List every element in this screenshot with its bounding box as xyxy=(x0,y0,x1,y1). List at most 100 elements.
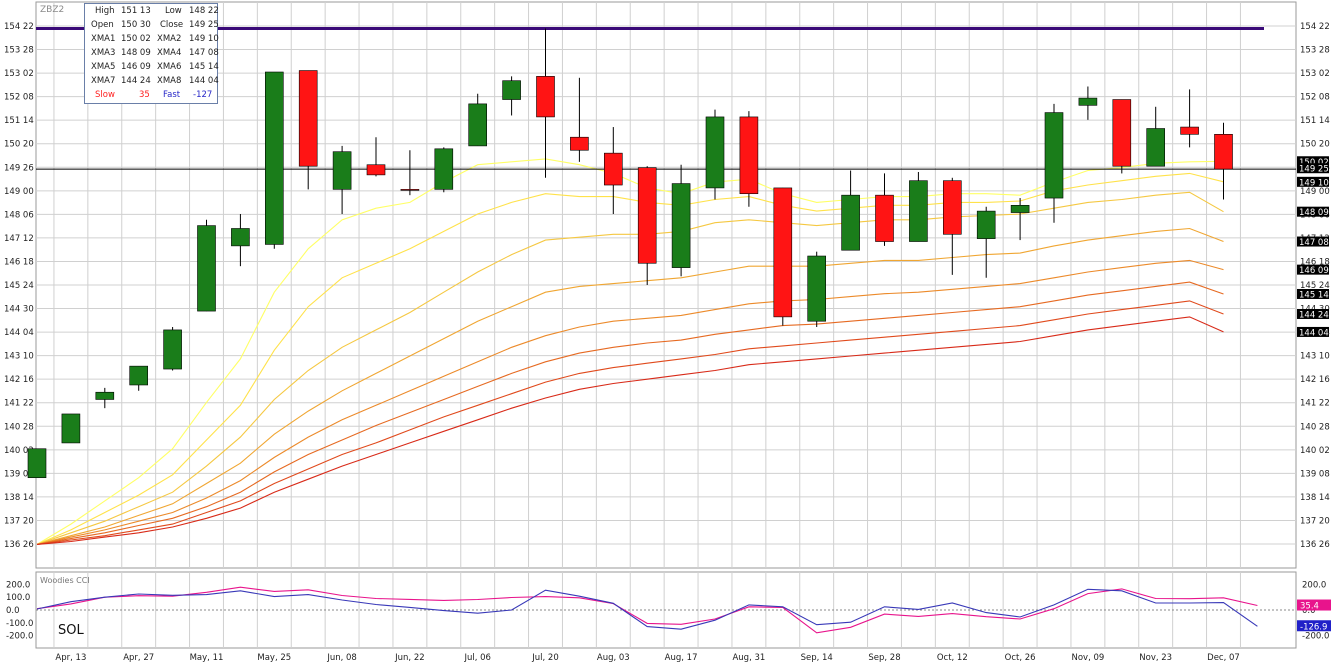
candle-up xyxy=(1146,128,1165,167)
cci-fast-badge xyxy=(1297,620,1331,632)
info-label: XMA3 xyxy=(91,48,116,58)
right-value-badge xyxy=(1297,163,1329,174)
candle-up xyxy=(976,210,996,239)
candle-down xyxy=(570,136,589,151)
right-value-badge xyxy=(1297,176,1329,187)
x-tick-label: Dec, 07 xyxy=(1207,653,1240,662)
candle-up xyxy=(1010,205,1030,213)
y-tick-label-right: 153 28 xyxy=(1300,46,1330,56)
info-value: 144 24 xyxy=(121,76,151,86)
candle-up xyxy=(1044,112,1064,199)
candle-up xyxy=(264,71,284,245)
x-tick-label: Sep, 14 xyxy=(801,653,833,662)
y-tick-label-right: 143 10 xyxy=(1300,352,1330,362)
info-label: High xyxy=(95,6,115,16)
xma-line-7 xyxy=(36,300,1224,545)
xma-line-6 xyxy=(36,281,1224,545)
y-tick-label-left: 140 28 xyxy=(4,422,34,432)
y-tick-label-right: 151 14 xyxy=(1300,116,1330,126)
x-tick-label: Apr, 27 xyxy=(123,653,154,662)
y-tick-label-right: 140 02 xyxy=(1300,446,1330,456)
candle-up xyxy=(95,391,115,400)
cci-slow-value: 35.4 xyxy=(1300,602,1319,612)
right-value-label: 146 09 xyxy=(1299,266,1329,276)
y-tick-label-left: 149 00 xyxy=(4,187,34,197)
candle-down xyxy=(942,180,962,235)
candle-up xyxy=(468,103,488,147)
right-value-label: 147 08 xyxy=(1299,238,1329,248)
y-tick-label-right: 137 20 xyxy=(1300,516,1330,526)
candle-up xyxy=(705,116,725,189)
y-tick-label-left: 139 08 xyxy=(4,469,34,479)
candle-down xyxy=(1214,134,1233,170)
y-tick-label-left: 151 14 xyxy=(4,116,34,126)
y-tick-label-left: 137 20 xyxy=(4,516,34,526)
candle-down xyxy=(773,187,793,318)
y-tick-label-left: 145 24 xyxy=(4,281,34,291)
candle-up xyxy=(502,80,521,100)
x-tick-label: May, 25 xyxy=(257,653,291,662)
x-tick-label: Jun, 22 xyxy=(394,653,425,662)
info-value: 150 02 xyxy=(121,34,151,44)
right-value-badge xyxy=(1297,236,1329,247)
info-value: 147 08 xyxy=(189,48,219,58)
info-label: XMA2 xyxy=(157,34,182,44)
y-tick-label-left: 144 04 xyxy=(4,328,34,338)
candle-up xyxy=(332,151,352,190)
y-tick-label-right: 139 08 xyxy=(1300,469,1330,479)
info-label-fast: Fast xyxy=(163,90,181,100)
x-tick-label: Sep, 28 xyxy=(868,653,900,662)
candle-down xyxy=(1112,99,1132,167)
right-value-label: 149 10 xyxy=(1299,178,1329,188)
candle-up xyxy=(671,183,691,268)
y-tick-label-left: 147 12 xyxy=(4,234,34,244)
info-label: XMA4 xyxy=(157,48,182,58)
cci-tick-label-right: -200.0 xyxy=(1302,632,1329,642)
x-tick-label: Nov, 23 xyxy=(1139,653,1172,662)
y-tick-label-right: 150 20 xyxy=(1300,140,1330,150)
cci-slow-badge xyxy=(1297,599,1331,611)
info-value: 145 14 xyxy=(189,62,219,72)
cci-panel-title: Woodies CCI xyxy=(40,576,90,585)
y-tick-label-left: 138 14 xyxy=(4,493,34,503)
candle-up xyxy=(1078,97,1098,106)
y-tick-label-right: 142 16 xyxy=(1300,375,1330,385)
sol-label: SOL xyxy=(58,623,84,638)
candle-down xyxy=(298,70,318,167)
grid xyxy=(36,2,1296,648)
xma-line-1 xyxy=(36,158,1224,545)
y-tick-label-right: 138 14 xyxy=(1300,493,1330,503)
x-tick-label: Nov, 09 xyxy=(1071,653,1104,662)
info-value: 150 30 xyxy=(121,20,151,30)
info-label: XMA8 xyxy=(157,76,182,86)
info-value: 151 13 xyxy=(121,6,151,16)
right-value-badge xyxy=(1297,206,1329,217)
info-label-slow: Slow xyxy=(95,90,115,100)
candle-up xyxy=(61,413,81,444)
candle-up xyxy=(807,255,827,322)
info-label: XMA7 xyxy=(91,76,116,86)
candle-up xyxy=(841,194,860,251)
y-tick-label-left: 148 06 xyxy=(4,210,34,220)
cci-fast-line xyxy=(36,588,1258,630)
info-row-xma56: XMA5 146 09 XMA6 145 14 xyxy=(85,62,219,76)
x-tick-label: Jul, 06 xyxy=(463,653,490,662)
candles xyxy=(27,28,1233,479)
y-tick-label-left: 143 10 xyxy=(4,352,34,362)
x-tick-label: Oct, 12 xyxy=(937,653,968,662)
xma-line-4 xyxy=(36,227,1224,545)
candle-up xyxy=(27,448,47,479)
y-tick-label-left: 149 26 xyxy=(4,163,34,173)
candle-down xyxy=(603,152,623,186)
y-tick-label-left: 140 02 xyxy=(4,446,34,456)
info-row-xma78: XMA7 144 24 XMA8 144 04 xyxy=(85,76,219,90)
right-value-badge xyxy=(1297,264,1329,275)
cci-tick-label-left: 200.0 xyxy=(6,580,30,590)
candle-up xyxy=(197,225,216,312)
right-value-label: 144 04 xyxy=(1299,328,1329,338)
info-value: 149 10 xyxy=(189,34,219,44)
info-row-xma34: XMA3 148 09 XMA4 147 08 xyxy=(85,48,219,62)
info-value: 144 04 xyxy=(189,76,219,86)
right-value-label: 145 14 xyxy=(1299,290,1329,300)
